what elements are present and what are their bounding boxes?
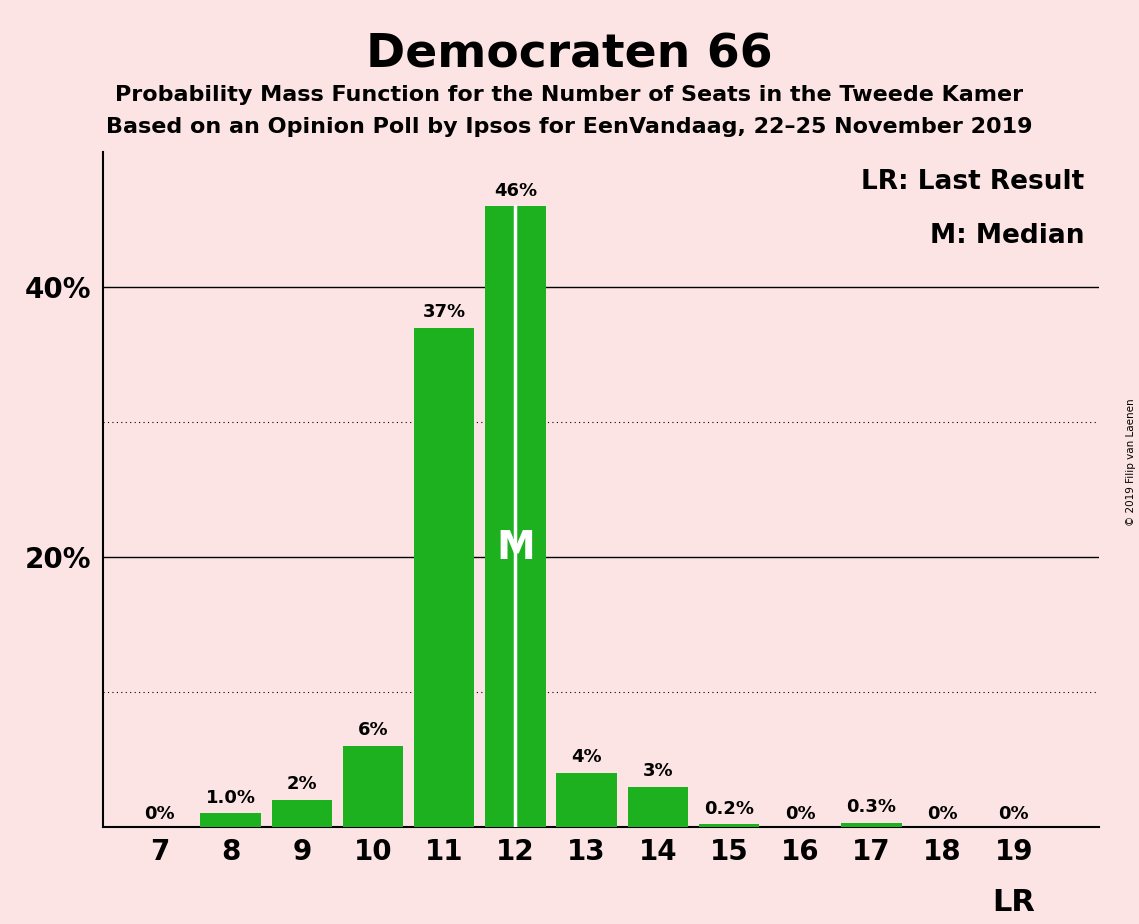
- Text: 46%: 46%: [494, 182, 536, 200]
- Text: Democraten 66: Democraten 66: [366, 32, 773, 78]
- Bar: [698, 824, 760, 827]
- Bar: [841, 823, 902, 827]
- Text: 4%: 4%: [572, 748, 601, 766]
- Text: 37%: 37%: [423, 303, 466, 322]
- Text: 6%: 6%: [358, 722, 388, 739]
- Bar: [485, 206, 546, 827]
- Text: 0%: 0%: [999, 805, 1029, 823]
- Text: 2%: 2%: [287, 775, 317, 793]
- Bar: [413, 328, 475, 827]
- Text: Probability Mass Function for the Number of Seats in the Tweede Kamer: Probability Mass Function for the Number…: [115, 85, 1024, 105]
- Text: 0.3%: 0.3%: [846, 798, 896, 816]
- Text: 0.2%: 0.2%: [704, 799, 754, 818]
- Text: 0%: 0%: [927, 805, 958, 823]
- Text: M: M: [495, 529, 535, 566]
- Text: LR: LR: [992, 888, 1035, 917]
- Text: 3%: 3%: [642, 761, 673, 780]
- Bar: [343, 746, 403, 827]
- Bar: [271, 800, 333, 827]
- Text: M: Median: M: Median: [929, 224, 1084, 249]
- Text: Based on an Opinion Poll by Ipsos for EenVandaag, 22–25 November 2019: Based on an Opinion Poll by Ipsos for Ee…: [106, 117, 1033, 138]
- Bar: [200, 813, 261, 827]
- Text: 0%: 0%: [785, 805, 816, 823]
- Bar: [556, 773, 617, 827]
- Text: LR: Last Result: LR: Last Result: [861, 169, 1084, 195]
- Text: 0%: 0%: [145, 805, 174, 823]
- Text: 1.0%: 1.0%: [206, 789, 255, 807]
- Bar: [628, 786, 688, 827]
- Text: © 2019 Filip van Laenen: © 2019 Filip van Laenen: [1126, 398, 1136, 526]
